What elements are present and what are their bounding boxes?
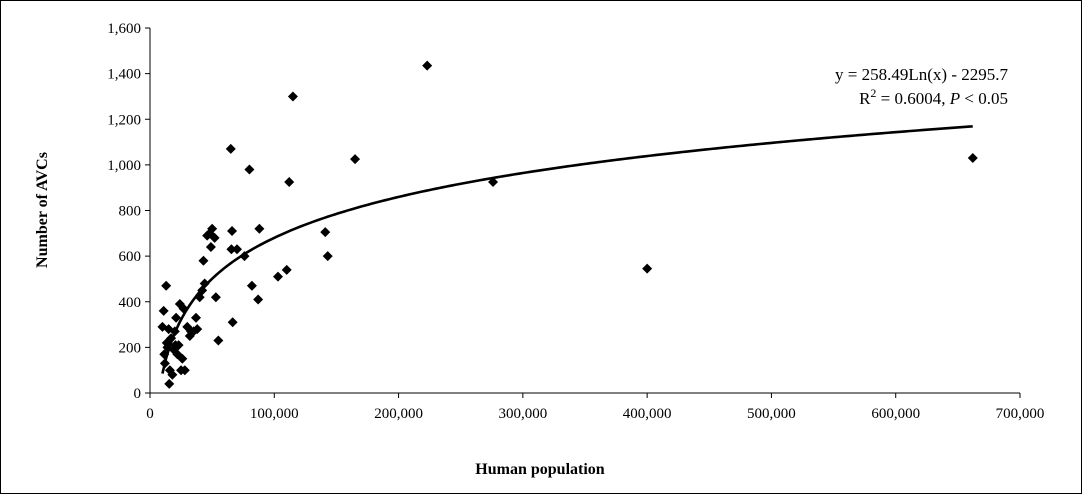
data-point [246, 280, 257, 291]
y-tick-label: 800 [119, 204, 142, 220]
y-tick-label: 1,200 [107, 112, 141, 128]
x-tick-label: 600,000 [871, 406, 920, 422]
data-point [205, 242, 216, 252]
x-tick-label: 200,000 [374, 406, 423, 422]
trendline-equation: y = 258.49Ln(x) - 2295.7 [835, 65, 1008, 84]
data-point [284, 176, 295, 187]
data-point [198, 255, 209, 266]
y-axis-ticks: 0 200 400 600 800 1,000 1,200 1,400 1,600 [107, 21, 150, 402]
y-tick-label: 1,600 [107, 21, 141, 37]
data-point [199, 278, 210, 289]
data-point [161, 280, 172, 291]
x-tick-label: 700,000 [996, 406, 1045, 422]
data-point [642, 263, 653, 274]
data-point [320, 227, 331, 238]
data-point [209, 232, 220, 243]
x-tick-label: 300,000 [498, 406, 547, 422]
y-tick-label: 200 [119, 340, 142, 356]
data-point [225, 143, 236, 154]
data-point [167, 369, 178, 380]
y-tick-label: 1,000 [107, 158, 141, 174]
trendline [161, 125, 973, 374]
data-point [210, 292, 221, 303]
x-axis-title: Human population [475, 461, 604, 478]
data-point [253, 294, 264, 305]
data-point [226, 244, 237, 255]
data-point [158, 305, 169, 316]
data-point [254, 223, 265, 234]
data-point [322, 251, 333, 262]
x-axis-ticks: 0 100,000 200,000 300,000 400,000 500,000 600,… [146, 393, 1044, 422]
data-point [207, 223, 218, 234]
data-point [232, 244, 242, 255]
data-point [350, 154, 361, 165]
x-tick-label: 0 [146, 406, 154, 422]
data-point [281, 264, 292, 275]
data-point [173, 340, 184, 351]
x-tick-label: 500,000 [747, 406, 796, 422]
data-point [244, 164, 255, 175]
trendline-stats: R2 = 0.6004, P < 0.05 [859, 86, 1008, 108]
scatter-points [157, 60, 978, 389]
y-axis-title: Number of AVCs [34, 152, 51, 268]
data-point [213, 335, 224, 346]
data-point [179, 365, 190, 376]
x-tick-label: 100,000 [250, 406, 299, 422]
data-point [192, 324, 203, 335]
data-point [164, 378, 175, 389]
y-tick-label: 400 [119, 295, 142, 311]
data-point [273, 271, 284, 282]
y-tick-label: 600 [119, 249, 142, 265]
y-tick-label: 1,400 [107, 67, 141, 83]
x-tick-label: 400,000 [623, 406, 672, 422]
data-point [287, 91, 298, 102]
data-point [190, 312, 201, 323]
data-point [422, 60, 433, 71]
data-point [967, 153, 978, 164]
data-point [227, 317, 238, 328]
y-tick-label: 0 [134, 386, 142, 402]
data-point [227, 226, 238, 237]
data-point [177, 353, 188, 364]
data-point [171, 312, 182, 323]
